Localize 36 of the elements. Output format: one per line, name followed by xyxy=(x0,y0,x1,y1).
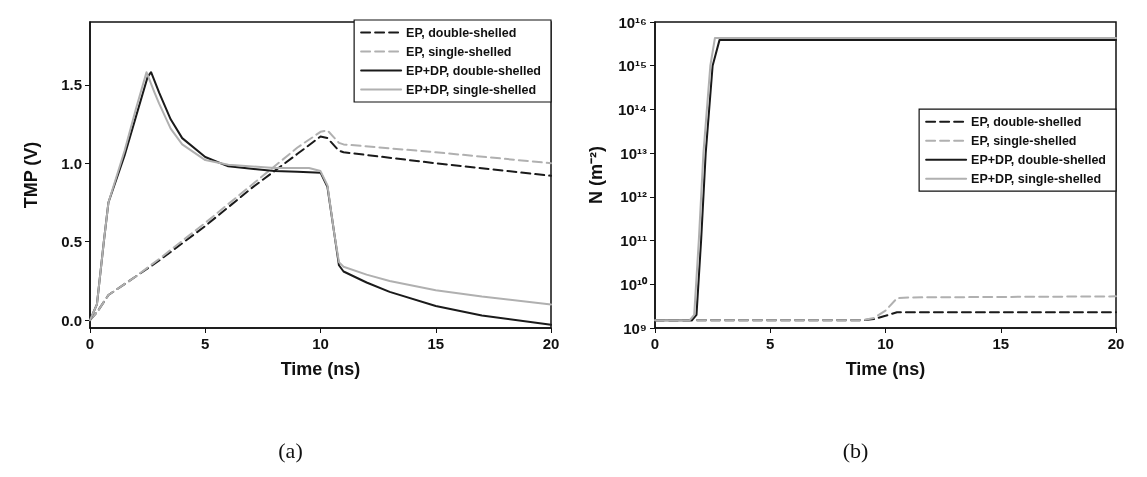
y-axis-title: N (m⁻²) xyxy=(586,146,606,204)
y-tick-label: 10¹¹ xyxy=(620,232,647,250)
x-tick-label: 10 xyxy=(312,335,329,352)
x-tick-label: 0 xyxy=(650,335,660,352)
legend-label: EP, single-shelled xyxy=(971,133,1077,148)
x-tick-label: 20 xyxy=(1107,335,1125,352)
y-tick-label: 10¹² xyxy=(620,188,647,206)
y-tick-label: 10¹⁰ xyxy=(620,275,648,293)
x-tick-label: 20 xyxy=(542,335,560,352)
x-axis-title: Time (ns) xyxy=(280,359,361,379)
legend-label: EP+DP, double-shelled xyxy=(406,63,542,78)
x-tick-label: 5 xyxy=(766,335,775,352)
y-tick-label: 1.5 xyxy=(61,76,82,94)
text: (a) xyxy=(278,437,303,463)
x-tick-label: 10 xyxy=(877,335,894,352)
legend-label: EP, single-shelled xyxy=(406,44,512,59)
legend-label: EP, double-shelled xyxy=(406,25,517,40)
y-tick-label: 10¹⁴ xyxy=(617,100,647,118)
y-axis-title: TMP (V) xyxy=(21,141,41,209)
y-tick-label: 10¹³ xyxy=(620,144,647,162)
y-tick-label: 0.5 xyxy=(61,233,82,251)
y-tick-label: 10¹⁶ xyxy=(618,13,647,31)
x-tick-label: 15 xyxy=(427,335,445,352)
y-tick-label: 10¹⁵ xyxy=(618,57,647,75)
text: (b) xyxy=(842,437,869,463)
legend-label: EP, double-shelled xyxy=(971,114,1082,129)
legend-label: EP+DP, single-shelled xyxy=(406,82,537,97)
y-tick-label: 10⁹ xyxy=(623,319,647,337)
x-tick-label: 5 xyxy=(201,335,210,352)
x-axis-title: Time (ns) xyxy=(845,359,926,379)
y-tick-label: 0.0 xyxy=(61,311,82,329)
x-tick-label: 0 xyxy=(85,335,95,352)
legend-label: EP+DP, single-shelled xyxy=(971,171,1102,186)
y-tick-label: 1.0 xyxy=(61,154,82,172)
x-tick-label: 15 xyxy=(992,335,1010,352)
legend-label: EP+DP, double-shelled xyxy=(971,152,1107,167)
